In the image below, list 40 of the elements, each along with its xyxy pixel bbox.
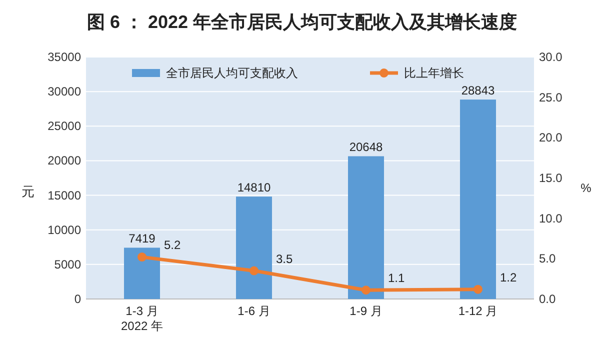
- x-tick-label: 1-9 月: [350, 304, 382, 318]
- data-label: 1.1: [388, 271, 406, 286]
- x-tick-label: 1-12 月: [458, 304, 498, 318]
- y-tick-label: 30000: [48, 84, 82, 99]
- y-tick-label: 15000: [48, 188, 82, 202]
- x-tick-label: 1-3 月 2022 年: [120, 304, 164, 333]
- y-axis-title: 元: [22, 184, 34, 199]
- bar: [460, 100, 496, 299]
- data-label: 3.5: [276, 252, 294, 266]
- y2-tick-label: 20.0: [539, 130, 563, 145]
- y2-tick-label: 15.0: [539, 171, 563, 185]
- y-tick-label: 5000: [54, 257, 82, 272]
- bar: [124, 248, 160, 299]
- legend-label: 比上年增长: [404, 66, 464, 80]
- data-label: 28843: [461, 84, 496, 98]
- chart-title: 图 6 ： 2022 年全市居民人均可支配收入及其增长速度: [86, 12, 518, 32]
- data-label: 14810: [237, 180, 272, 195]
- data-label: 20648: [349, 140, 384, 154]
- point: [474, 284, 482, 294]
- y2-axis-title: %: [580, 181, 592, 195]
- x-tick-label: 1-6 月: [238, 304, 270, 318]
- y-tick-label: 35000: [48, 50, 82, 64]
- data-label: 5.2: [164, 238, 182, 252]
- y2-tick-label: 30.0: [539, 50, 563, 64]
- y2-tick-label: 5.0: [539, 252, 556, 266]
- y-tick-label: 0: [74, 292, 82, 306]
- data-label: 1.2: [500, 270, 518, 284]
- point: [138, 252, 146, 262]
- bar: [236, 196, 272, 299]
- legend-label: 全市居民人均可支配收入: [166, 66, 298, 80]
- y-tick-label: 20000: [48, 154, 82, 168]
- y2-tick-label: 0.0: [539, 292, 556, 306]
- y-tick-label: 10000: [48, 222, 82, 237]
- point: [250, 266, 258, 276]
- data-label: 7419: [128, 232, 156, 246]
- y-tick-label: 25000: [48, 119, 82, 134]
- point: [362, 286, 370, 295]
- y2-tick-label: 10.0: [539, 211, 563, 226]
- y2-tick-label: 25.0: [539, 90, 563, 104]
- bar: [348, 156, 384, 299]
